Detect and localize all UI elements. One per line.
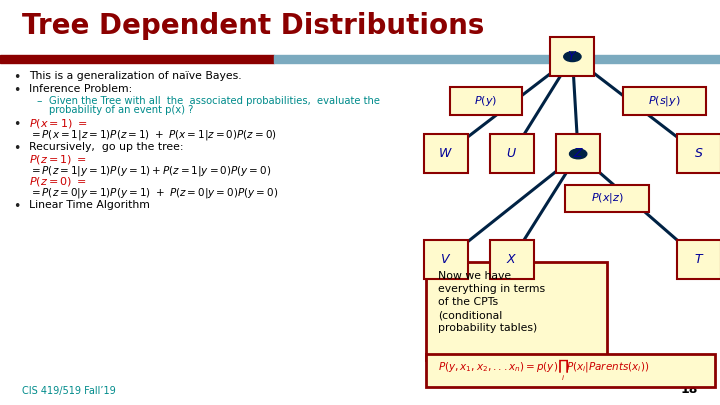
Circle shape <box>564 52 581 62</box>
Text: $P(y,x_1,x_2,...x_n) = p(y)\prod_i P(x_i|Parents(x_i))$: $P(y,x_1,x_2,...x_n) = p(y)\prod_i P(x_i… <box>438 357 649 383</box>
Text: Now we have
everything in terms
of the CPTs
(conditional
probability tables): Now we have everything in terms of the C… <box>438 271 545 333</box>
Text: $\mathit{P(y)}$: $\mathit{P(y)}$ <box>474 94 498 108</box>
Circle shape <box>570 149 587 159</box>
Text: Recursively,  go up the tree:: Recursively, go up the tree: <box>29 142 184 152</box>
FancyBboxPatch shape <box>423 240 468 279</box>
Text: $P(z = 0)\ =$: $P(z = 0)\ =$ <box>29 175 86 188</box>
Text: $\mathit{T}$: $\mathit{T}$ <box>694 253 704 266</box>
Text: •: • <box>13 118 20 131</box>
Text: –: – <box>36 96 42 106</box>
Text: Inference Problem:: Inference Problem: <box>29 84 132 94</box>
Text: $\mathit{U}$: $\mathit{U}$ <box>506 147 518 160</box>
FancyBboxPatch shape <box>565 185 649 212</box>
Text: •: • <box>13 71 20 84</box>
FancyBboxPatch shape <box>677 240 720 279</box>
Text: $= P(z = 0|y = 1)P(y = 1)\ +\ P(z = 0|y = 0)P(y = 0)$: $= P(z = 0|y = 1)P(y = 1)\ +\ P(z = 0|y … <box>29 186 278 200</box>
FancyBboxPatch shape <box>426 354 715 387</box>
FancyBboxPatch shape <box>623 87 706 115</box>
Text: $\mathit{Y}$: $\mathit{Y}$ <box>567 50 577 63</box>
FancyBboxPatch shape <box>423 134 468 173</box>
FancyBboxPatch shape <box>550 37 594 76</box>
Text: CIS 419/519 Fall’19: CIS 419/519 Fall’19 <box>22 386 115 396</box>
FancyBboxPatch shape <box>449 87 523 115</box>
Text: probability of an event p(x) ?: probability of an event p(x) ? <box>49 105 194 115</box>
Bar <box>274 55 720 63</box>
Text: Tree Dependent Distributions: Tree Dependent Distributions <box>22 12 484 40</box>
Text: $\mathit{P(s|y)}$: $\mathit{P(s|y)}$ <box>648 94 681 108</box>
FancyBboxPatch shape <box>677 134 720 173</box>
Text: •: • <box>13 200 20 213</box>
Text: •: • <box>13 84 20 97</box>
FancyBboxPatch shape <box>556 134 600 173</box>
Text: $\mathit{P(x|z)}$: $\mathit{P(x|z)}$ <box>590 192 624 205</box>
Text: Linear Time Algorithm: Linear Time Algorithm <box>29 200 150 211</box>
Text: •: • <box>13 142 20 155</box>
Text: $P(z = 1)\ =$: $P(z = 1)\ =$ <box>29 153 86 166</box>
Text: Given the Tree with all  the  associated probabilities,  evaluate the: Given the Tree with all the associated p… <box>49 96 380 106</box>
Bar <box>0 55 274 63</box>
Text: $= P(x = 1|z = 1)P(z = 1)\ +\ P(x = 1|z = 0)P(z = 0)$: $= P(x = 1|z = 1)P(z = 1)\ +\ P(x = 1|z … <box>29 128 276 143</box>
Text: $\mathit{V}$: $\mathit{V}$ <box>440 253 451 266</box>
Text: $\mathit{Z}$: $\mathit{Z}$ <box>572 147 584 160</box>
FancyBboxPatch shape <box>426 262 607 360</box>
Text: This is a generalization of naïve Bayes.: This is a generalization of naïve Bayes. <box>29 71 241 81</box>
FancyBboxPatch shape <box>490 134 534 173</box>
Text: $\mathit{S}$: $\mathit{S}$ <box>694 147 704 160</box>
Text: 18: 18 <box>681 383 698 396</box>
Text: $\mathit{W}$: $\mathit{W}$ <box>438 147 453 160</box>
Text: $P(x = 1)\ =$: $P(x = 1)\ =$ <box>29 117 87 130</box>
Text: $\mathit{X}$: $\mathit{X}$ <box>506 253 518 266</box>
Text: $= P(z = 1|y = 1)P(y = 1) + P(z = 1|y = 0)P(y = 0)$: $= P(z = 1|y = 1)P(y = 1) + P(z = 1|y = … <box>29 164 271 178</box>
FancyBboxPatch shape <box>490 240 534 279</box>
